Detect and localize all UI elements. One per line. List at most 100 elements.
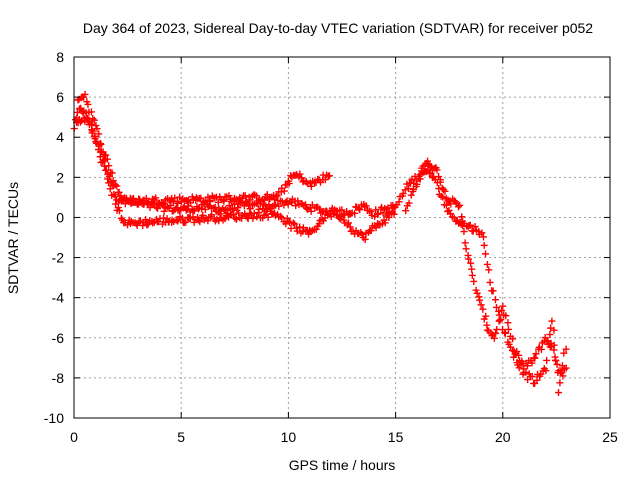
- data-point: [557, 367, 565, 375]
- data-point: [296, 170, 304, 178]
- data-point: [465, 255, 473, 263]
- data-point: [216, 210, 224, 218]
- data-point: [480, 233, 488, 241]
- data-point: [468, 265, 476, 273]
- data-point: [445, 206, 453, 214]
- x-tick-label: 15: [388, 429, 404, 445]
- data-point: [246, 196, 254, 204]
- data-point: [378, 203, 386, 211]
- y-tick-label: -10: [44, 410, 64, 426]
- data-point: [312, 225, 320, 233]
- data-point: [489, 287, 497, 295]
- y-tick-label: 6: [56, 89, 64, 105]
- data-point: [182, 218, 190, 226]
- data-point: [152, 194, 160, 202]
- data-point: [97, 141, 105, 149]
- data-point: [338, 206, 346, 214]
- data-point: [552, 356, 560, 364]
- data-point: [235, 209, 243, 217]
- data-point: [92, 122, 100, 130]
- data-point: [367, 208, 375, 216]
- data-point: [433, 179, 441, 187]
- data-point: [93, 125, 101, 133]
- data-point: [416, 175, 424, 183]
- data-point: [456, 201, 464, 209]
- data-point: [307, 182, 315, 190]
- data-point: [91, 133, 99, 141]
- data-point: [96, 153, 104, 161]
- data-point: [471, 223, 479, 231]
- data-point: [321, 176, 329, 184]
- y-tick-label: 8: [56, 49, 64, 65]
- data-point: [114, 204, 122, 212]
- data-point: [88, 129, 96, 137]
- data-point: [550, 341, 558, 349]
- data-point: [458, 213, 466, 221]
- data-point: [395, 198, 403, 206]
- data-point: [362, 202, 370, 210]
- data-point: [100, 162, 108, 170]
- data-point: [532, 350, 540, 358]
- data-point: [230, 211, 238, 219]
- data-point: [278, 198, 286, 206]
- data-point: [144, 220, 152, 228]
- y-tick-label: -4: [52, 290, 65, 306]
- data-point: [441, 187, 449, 195]
- data-point: [324, 211, 332, 219]
- data-point: [174, 199, 182, 207]
- data-point: [504, 319, 512, 327]
- data-point: [280, 187, 288, 195]
- data-point: [433, 166, 441, 174]
- chart-title: Day 364 of 2023, Sidereal Day-to-day VTE…: [83, 20, 593, 36]
- data-point: [480, 241, 488, 249]
- data-point: [543, 356, 551, 364]
- data-point: [103, 155, 111, 163]
- data-point: [109, 177, 117, 185]
- data-point: [253, 213, 261, 221]
- x-tick-label: 0: [70, 429, 78, 445]
- data-point: [531, 354, 539, 362]
- data-point: [112, 200, 120, 208]
- data-point: [505, 325, 513, 333]
- data-point: [413, 180, 421, 188]
- grid-lines: [74, 57, 610, 418]
- data-point: [111, 181, 119, 189]
- data-point: [372, 224, 380, 232]
- data-point: [401, 186, 409, 194]
- data-point: [493, 303, 501, 311]
- data-point: [326, 172, 334, 180]
- data-point: [543, 337, 551, 345]
- data-point: [361, 235, 369, 243]
- data-point: [284, 217, 292, 225]
- data-point: [164, 203, 172, 211]
- data-point: [346, 223, 354, 231]
- data-point: [477, 301, 485, 309]
- plot-frame: [73, 56, 611, 419]
- data-point: [328, 204, 336, 212]
- data-point: [255, 209, 263, 217]
- data-point: [461, 239, 469, 247]
- data-point: [142, 216, 150, 224]
- y-tick-label: 0: [56, 209, 64, 225]
- data-point: [510, 353, 518, 361]
- data-point: [201, 205, 209, 213]
- y-axis-label: SDTVAR / TECUs: [5, 182, 21, 294]
- data-point: [315, 220, 323, 228]
- data-point: [155, 218, 163, 226]
- series-upper-branch: [74, 90, 334, 208]
- data-point: [177, 198, 185, 206]
- x-tick-label: 20: [495, 429, 511, 445]
- data-point: [351, 209, 359, 217]
- data-point: [468, 271, 476, 279]
- data-point: [84, 115, 92, 123]
- series-late-branch: [402, 166, 570, 397]
- data-point: [143, 221, 151, 229]
- y-tick-label: 4: [56, 129, 64, 145]
- data-point: [542, 367, 550, 375]
- data-point: [84, 100, 92, 108]
- data-point: [99, 158, 107, 166]
- data-point: [502, 312, 510, 320]
- data-point: [263, 191, 271, 199]
- data-point: [537, 345, 545, 353]
- data-point: [87, 108, 95, 116]
